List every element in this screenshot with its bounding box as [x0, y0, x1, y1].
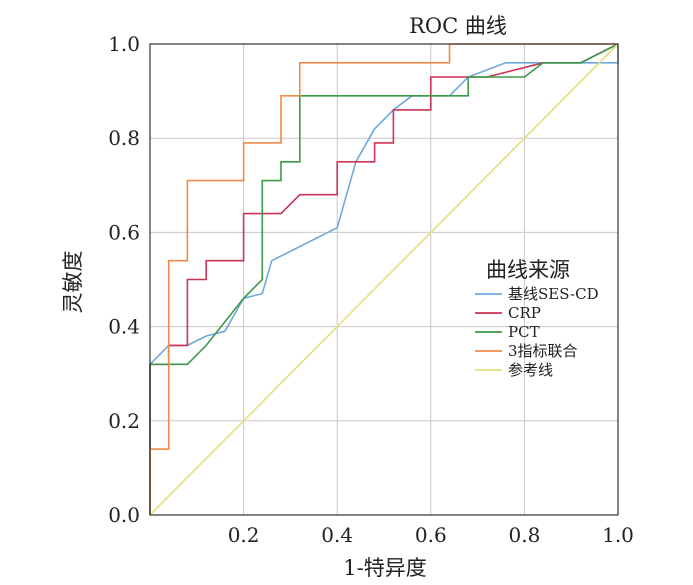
y-tick-labels: 0.0 0.2 0.4 0.6 0.8 1.0	[108, 32, 140, 527]
x-tick-label: 0.8	[508, 523, 540, 547]
legend-label: CRP	[508, 304, 541, 322]
y-tick-label: 1.0	[108, 32, 140, 56]
y-tick-label: 0.8	[108, 126, 140, 150]
x-tick-label: 1.0	[602, 523, 634, 547]
y-tick-label: 0.4	[108, 315, 140, 339]
series-line	[149, 43, 618, 515]
plot-frame	[149, 43, 619, 516]
series-line	[149, 43, 619, 515]
x-tick-label: 0.4	[321, 523, 353, 547]
legend-label: PCT	[508, 323, 540, 341]
x-tick-label: 0.6	[415, 523, 447, 547]
legend-label: 基线SES-CD	[508, 285, 599, 303]
legend-label: 3指标联合	[508, 342, 578, 360]
x-axis-label: 1-特异度	[343, 556, 426, 580]
legend-label: 参考线	[508, 361, 553, 379]
legend-title: 曲线来源	[486, 258, 570, 282]
series-line	[149, 43, 619, 516]
y-axis-label: 灵敏度	[61, 251, 85, 314]
y-tick-label: 0.2	[108, 409, 140, 433]
y-tick-label: 0.6	[108, 220, 140, 244]
chart-title: ROC 曲线	[409, 14, 507, 38]
x-tick-label: 0.2	[228, 523, 260, 547]
x-tick-labels: 0.2 0.4 0.6 0.8 1.0	[228, 523, 634, 547]
y-tick-label: 0.0	[108, 503, 140, 527]
series-layer	[149, 43, 619, 516]
